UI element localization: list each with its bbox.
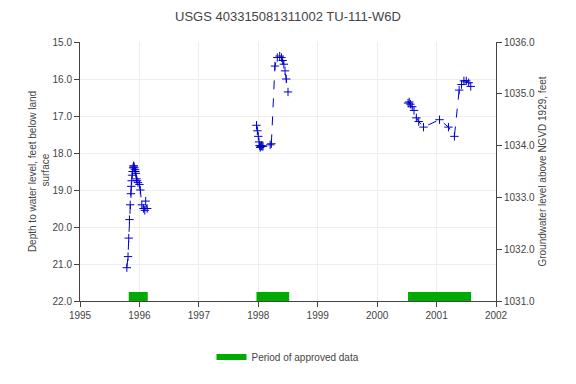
svg-text:1032.0: 1032.0 [504,244,535,255]
svg-text:19.0: 19.0 [53,185,73,196]
svg-text:2002: 2002 [485,310,508,321]
svg-text:1036.0: 1036.0 [504,37,535,48]
svg-text:1998: 1998 [247,310,270,321]
svg-text:21.0: 21.0 [53,259,73,270]
svg-text:15.0: 15.0 [53,37,73,48]
svg-text:1997: 1997 [188,310,211,321]
svg-text:1035.0: 1035.0 [504,88,535,99]
svg-text:1034.0: 1034.0 [504,140,535,151]
svg-text:1033.0: 1033.0 [504,192,535,203]
svg-text:17.0: 17.0 [53,111,73,122]
svg-text:22.0: 22.0 [53,296,73,307]
svg-text:USGS 403315081311002 TU-111-W6: USGS 403315081311002 TU-111-W6D [175,9,401,24]
svg-text:Depth to water level, feet bel: Depth to water level, feet below land su… [27,91,51,252]
svg-text:1999: 1999 [307,310,330,321]
svg-text:Period of approved data: Period of approved data [252,352,359,363]
svg-text:2001: 2001 [425,310,448,321]
svg-text:Groundwater level above NGVD 1: Groundwater level above NGVD 1929, feet [537,76,548,266]
svg-text:2000: 2000 [366,310,389,321]
svg-text:1031.0: 1031.0 [504,296,535,307]
svg-text:1995: 1995 [69,310,92,321]
svg-text:1996: 1996 [128,310,151,321]
svg-text:18.0: 18.0 [53,148,73,159]
svg-text:20.0: 20.0 [53,222,73,233]
svg-text:16.0: 16.0 [53,74,73,85]
